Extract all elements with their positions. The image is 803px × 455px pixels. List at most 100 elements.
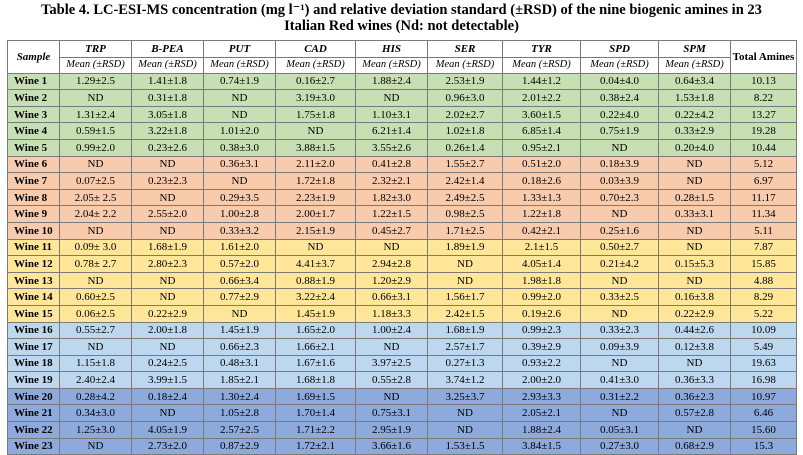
subheader-cell: Mean (±RSD) [427,56,503,74]
value-cell: 0.68±2.9 [658,437,731,455]
sample-cell: Wine 1 [7,72,60,91]
value-cell: ND [355,338,428,356]
value-cell: ND [275,238,356,257]
value-cell: 0.45±2.7 [355,221,428,240]
sample-cell: Wine 18 [7,354,60,373]
total-cell: 8.29 [730,288,797,306]
subheader-cell: Mean (±RSD) [131,56,204,74]
value-cell: 2.04± 2.2 [59,205,132,223]
value-cell: 1.45±1.9 [203,321,276,340]
header-trp: TRP [59,40,132,58]
table-caption: Table 4. LC-ESI-MS concentration (mg l⁻¹… [0,0,803,34]
total-cell: 5.11 [730,221,797,240]
sample-cell: Wine 16 [7,321,60,340]
header-b-pea: B-PEA [131,40,204,58]
value-cell: 0.98±2.5 [427,205,503,223]
value-cell: ND [580,304,659,323]
table-row: Wine 3 1.31±2.4 3.05±1.8 ND 1.75±1.8 1.10±3.1… [7,105,797,124]
header-sample: Sample [7,40,60,74]
sample-cell: Wine 15 [7,304,60,323]
value-cell: 0.33±2.5 [580,288,659,306]
value-cell: 3.22±1.8 [131,122,204,140]
value-cell: ND [658,421,731,439]
value-cell: 0.59±1.5 [59,122,132,140]
sample-cell: Wine 5 [7,138,60,157]
sample-cell: Wine 19 [7,371,60,389]
value-cell: 1.30±2.4 [203,387,276,406]
value-cell: 1.00±2.4 [355,321,428,340]
value-cell: 1.45±1.9 [275,304,356,323]
value-cell: 0.38±2.4 [580,89,659,107]
value-cell: 1.88±2.4 [355,72,428,91]
value-cell: ND [275,122,356,140]
sample-cell: Wine 2 [7,89,60,107]
value-cell: 1.88±2.4 [502,421,581,439]
value-cell: 0.33±2.9 [658,122,731,140]
value-cell: 2.53±1.9 [427,72,503,91]
value-cell: 1.56±1.7 [427,288,503,306]
sample-cell: Wine 8 [7,188,60,207]
value-cell: 0.12±3.8 [658,338,731,356]
header-spd: SPD [580,40,659,58]
value-cell: 1.66±2.1 [275,338,356,356]
value-cell: 0.87±2.9 [203,437,276,455]
value-cell: ND [355,238,428,257]
value-cell: 0.23±2.6 [131,138,204,157]
value-cell: 1.85±2.1 [203,371,276,389]
value-cell: ND [131,404,204,423]
value-cell: 1.22±1.5 [355,205,428,223]
table-row: Wine 1 1.29±2.5 1.41±1.8 0.74±1.9 0.16±2.7 1.… [7,72,797,91]
total-cell: 15.85 [730,255,797,273]
value-cell: 0.33±2.3 [580,321,659,340]
sample-cell: Wine 7 [7,172,60,190]
value-cell: 1.18±3.3 [355,304,428,323]
sample-cell: Wine 6 [7,155,60,174]
table-row: Wine 10 ND ND 0.33±3.2 2.15±1.9 0.45±2.7 1.71±… [7,221,797,240]
value-cell: ND [658,221,731,240]
value-cell: 0.06±2.5 [59,304,132,323]
subheader-row: Mean (±RSD) Mean (±RSD) Mean (±RSD) Mean… [8,56,797,74]
value-cell: ND [131,188,204,207]
total-cell: 7.87 [730,238,797,257]
value-cell: 0.36±3.1 [203,155,276,174]
value-cell: 1.01±2.0 [203,122,276,140]
total-cell: 4.88 [730,271,797,290]
value-cell: 0.31±2.2 [580,387,659,406]
value-cell: 0.22±2.9 [131,304,204,323]
total-cell: 16.98 [730,371,797,389]
value-cell: ND [131,288,204,306]
caption-line-1: Table 4. LC-ESI-MS concentration (mg l⁻¹… [41,2,762,18]
value-cell: 2.00±1.8 [131,321,204,340]
table-row: Wine 5 0.99±2.0 0.23±2.6 0.38±3.0 3.88±1.5 3.… [7,138,797,157]
value-cell: 0.88±1.9 [275,271,356,290]
value-cell: 0.09±3.9 [580,338,659,356]
value-cell: 0.66±3.1 [355,288,428,306]
table-row: Wine 15 0.06±2.5 0.22±2.9 ND 1.45±1.9 1.18±3.… [7,304,797,323]
value-cell: 1.00±2.8 [203,205,276,223]
value-cell: ND [203,172,276,190]
value-cell: 0.31±1.8 [131,89,204,107]
value-cell: 1.31±2.4 [59,105,132,124]
subheader-cell: Mean (±RSD) [502,56,581,74]
value-cell: 4.05±1.4 [502,255,581,273]
value-cell: 1.33±1.3 [502,188,581,207]
total-cell: 13.27 [730,105,797,124]
value-cell: 0.48±3.1 [203,354,276,373]
table-row: Wine 9 2.04± 2.2 2.55±2.0 1.00±2.8 2.00±1.7 1… [7,205,797,223]
value-cell: 1.68±1.9 [131,238,204,257]
value-cell: 3.99±1.5 [131,371,204,389]
table-row: Wine 4 0.59±1.5 3.22±1.8 1.01±2.0 ND 6.21±1.4… [7,122,797,140]
table-row: Wine 16 0.55±2.7 2.00±1.8 1.45±1.9 1.65±2.0 1… [7,321,797,340]
value-cell: ND [658,271,731,290]
subheader-cell: Mean (±RSD) [580,56,659,74]
total-cell: 15.3 [730,437,797,455]
value-cell: ND [658,155,731,174]
value-cell: 1.72±2.1 [275,437,356,455]
value-cell: 0.27±3.0 [580,437,659,455]
total-cell: 15.60 [730,421,797,439]
value-cell: 0.57±2.8 [658,404,731,423]
value-cell: 0.57±2.0 [203,255,276,273]
value-cell: ND [131,155,204,174]
value-cell: 0.66±2.3 [203,338,276,356]
value-cell: ND [580,404,659,423]
